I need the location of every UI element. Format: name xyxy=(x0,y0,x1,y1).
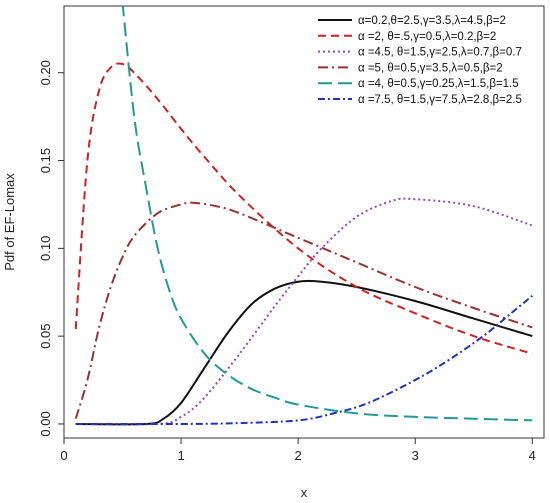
series-line-6 xyxy=(75,295,533,426)
y-tick-label: 0.00 xyxy=(38,411,53,436)
x-tick-label: 3 xyxy=(412,448,419,463)
x-axis-title: x xyxy=(301,485,308,500)
y-tick-label: 0.15 xyxy=(38,148,53,173)
series-line-1 xyxy=(75,279,533,426)
x-tick-label: 4 xyxy=(529,448,536,463)
legend-label: α=0.2,θ=2.5,γ=3.5,λ=4.5,β=2 xyxy=(358,15,506,27)
curves-group xyxy=(74,6,533,426)
plot-frame xyxy=(63,5,545,439)
series-line-2 xyxy=(74,62,533,355)
y-axis-title: Pdf of EF-Lomax xyxy=(2,173,17,271)
x-tick-label: 2 xyxy=(295,448,302,463)
legend-label: α =2, θ=.5,γ=0.5,λ=0.2,β=2 xyxy=(358,31,496,43)
x-axis: 0 1 2 3 4 xyxy=(60,438,536,463)
y-tick-label: 0.10 xyxy=(38,236,53,261)
y-tick-label: 0.05 xyxy=(38,323,53,348)
y-tick-label: 0.20 xyxy=(38,60,53,85)
x-tick-label: 1 xyxy=(177,448,184,463)
series-line-5 xyxy=(121,6,533,422)
x-tick-label: 0 xyxy=(60,448,67,463)
y-axis: 0.00 0.05 0.10 0.15 0.20 xyxy=(38,60,64,437)
legend-label: α =5, θ=0.5,γ=3.5,λ=0.5,β=2 xyxy=(358,62,503,74)
legend-label: α =4.5, θ=1.5,γ=2.5,λ=0.7,β=0.7 xyxy=(358,47,522,59)
legend-label: α =4, θ=0.5,γ=0.25,λ=1.5,β=1.5 xyxy=(358,78,519,90)
series-line-4 xyxy=(74,201,533,419)
legend: α=0.2,θ=2.5,γ=3.5,λ=4.5,β=2 α =2, θ=.5,γ=… xyxy=(318,15,522,106)
legend-label: α =7.5, θ=1.5,γ=7.5,λ=2.8,β=2.5 xyxy=(358,94,522,106)
series-line-3 xyxy=(75,197,533,426)
